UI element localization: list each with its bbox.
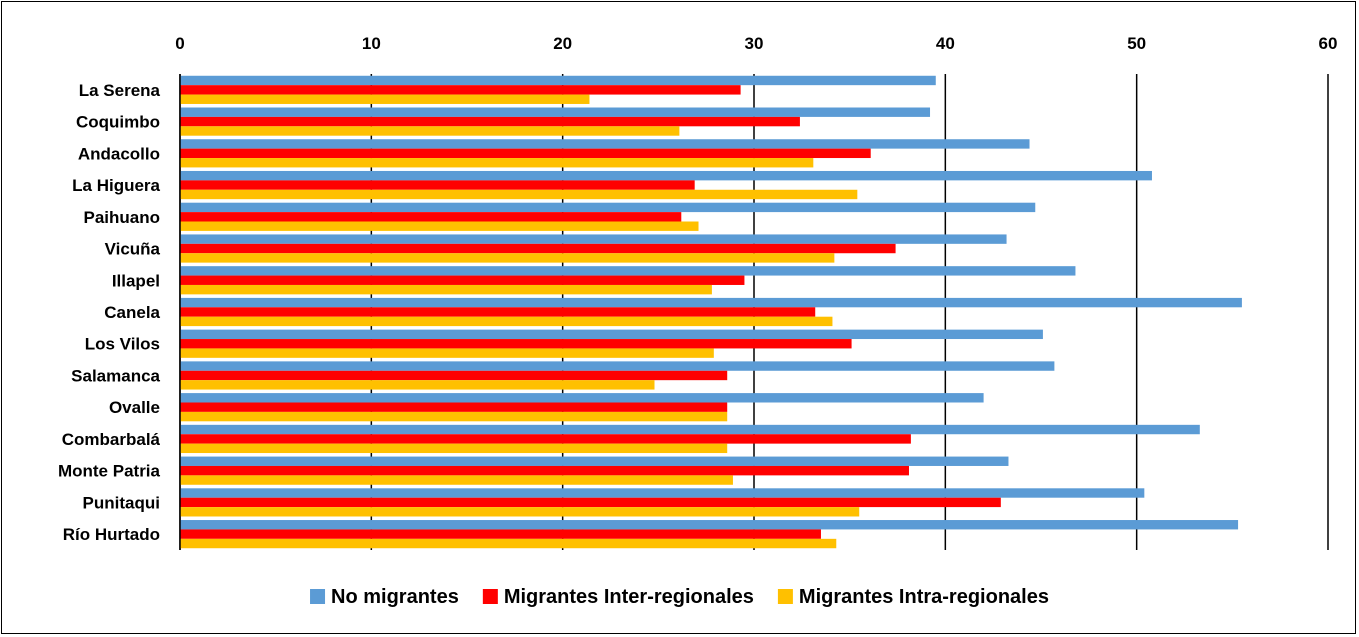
bar-no-migrantes-combarbala bbox=[180, 424, 1200, 435]
category-label-ovalle: Ovalle bbox=[109, 398, 160, 417]
bar-migrantes-inter-regionales-punitaqui bbox=[180, 497, 1001, 508]
legend-label-migrantes-inter-regionales: Migrantes Inter-regionales bbox=[504, 586, 754, 608]
bar-migrantes-intra-regionales-vicuna bbox=[180, 253, 835, 263]
legend-swatch-no-migrantes bbox=[310, 589, 326, 604]
bar-migrantes-intra-regionales-combarbala bbox=[180, 443, 728, 454]
bar-migrantes-intra-regionales-coquimbo bbox=[180, 126, 680, 136]
category-label-salamanca: Salamanca bbox=[71, 366, 160, 385]
bar-migrantes-intra-regionales-canela bbox=[180, 316, 833, 327]
category-label-la-higuera: La Higuera bbox=[72, 176, 160, 195]
bar-no-migrantes-paihuano bbox=[180, 202, 1036, 213]
bar-no-migrantes-la-serena bbox=[180, 75, 936, 86]
category-label-coquimbo: Coquimbo bbox=[76, 113, 160, 132]
bar-migrantes-inter-regionales-salamanca bbox=[180, 370, 728, 381]
bar-migrantes-inter-regionales-rio-hurtado bbox=[180, 529, 821, 539]
bar-migrantes-inter-regionales-vicuna bbox=[180, 243, 896, 254]
x-tick-label-20: 20 bbox=[553, 34, 572, 53]
bar-migrantes-intra-regionales-illapel bbox=[180, 284, 712, 295]
bar-no-migrantes-salamanca bbox=[180, 361, 1055, 371]
bar-migrantes-inter-regionales-combarbala bbox=[180, 434, 911, 444]
category-label-punitaqui: Punitaqui bbox=[83, 493, 160, 512]
bar-no-migrantes-los-vilos bbox=[180, 329, 1043, 340]
bar-migrantes-intra-regionales-la-serena bbox=[180, 94, 590, 104]
x-tick-label-50: 50 bbox=[1127, 34, 1146, 53]
category-label-paihuano: Paihuano bbox=[83, 208, 160, 227]
x-tick-label-40: 40 bbox=[936, 34, 955, 53]
bar-migrantes-inter-regionales-la-higuera bbox=[180, 180, 695, 190]
legend-label-migrantes-intra-regionales: Migrantes Intra-regionales bbox=[799, 586, 1049, 608]
bar-migrantes-intra-regionales-rio-hurtado bbox=[180, 538, 837, 549]
category-label-vicuna: Vicuña bbox=[105, 240, 161, 259]
bar-migrantes-intra-regionales-andacollo bbox=[180, 158, 814, 168]
bar-migrantes-inter-regionales-ovalle bbox=[180, 402, 728, 412]
bar-migrantes-inter-regionales-coquimbo bbox=[180, 116, 800, 127]
bar-no-migrantes-rio-hurtado bbox=[180, 520, 1239, 530]
legend-label-no-migrantes: No migrantes bbox=[331, 586, 459, 608]
bar-migrantes-intra-regionales-punitaqui bbox=[180, 507, 860, 517]
bar-migrantes-inter-regionales-monte-patria bbox=[180, 465, 909, 476]
category-label-combarbala: Combarbalá bbox=[62, 430, 161, 449]
bar-no-migrantes-illapel bbox=[180, 266, 1076, 276]
category-label-andacollo: Andacollo bbox=[78, 144, 160, 163]
bar-migrantes-intra-regionales-paihuano bbox=[180, 221, 699, 231]
bar-no-migrantes-punitaqui bbox=[180, 488, 1145, 498]
x-tick-label-60: 60 bbox=[1319, 34, 1338, 53]
legend-swatch-migrantes-inter-regionales bbox=[482, 589, 498, 604]
bar-no-migrantes-coquimbo bbox=[180, 107, 931, 117]
bar-migrantes-inter-regionales-canela bbox=[180, 307, 816, 317]
category-label-los-vilos: Los Vilos bbox=[85, 335, 160, 354]
category-label-la-serena: La Serena bbox=[79, 81, 161, 100]
x-tick-label-0: 0 bbox=[175, 34, 184, 53]
bar-no-migrantes-ovalle bbox=[180, 393, 984, 403]
category-label-illapel: Illapel bbox=[112, 271, 160, 290]
bar-migrantes-intra-regionales-la-higuera bbox=[180, 189, 858, 200]
category-label-rio-hurtado: Río Hurtado bbox=[63, 525, 160, 544]
bar-migrantes-intra-regionales-los-vilos bbox=[180, 348, 714, 358]
bar-no-migrantes-monte-patria bbox=[180, 456, 1009, 466]
bar-migrantes-inter-regionales-la-serena bbox=[180, 85, 741, 95]
legend-swatch-migrantes-intra-regionales bbox=[777, 589, 793, 604]
bar-migrantes-intra-regionales-salamanca bbox=[180, 380, 655, 390]
bar-migrantes-inter-regionales-andacollo bbox=[180, 148, 871, 159]
bar-migrantes-inter-regionales-illapel bbox=[180, 275, 745, 285]
bar-no-migrantes-la-higuera bbox=[180, 170, 1152, 181]
axes: 0 10 20 30 40 50 60 La Serena Coquimbo Andacollo L… bbox=[58, 34, 1337, 550]
bar-migrantes-intra-regionales-ovalle bbox=[180, 411, 728, 422]
bar-migrantes-inter-regionales-paihuano bbox=[180, 212, 682, 222]
bar-migrantes-intra-regionales-monte-patria bbox=[180, 475, 733, 485]
category-label-canela: Canela bbox=[104, 303, 160, 322]
bar-no-migrantes-vicuna bbox=[180, 234, 1007, 244]
category-label-monte-patria: Monte Patria bbox=[58, 462, 161, 481]
legend: No migrantes Migrantes Inter-regionales Mi… bbox=[310, 586, 1049, 608]
bar-no-migrantes-andacollo bbox=[180, 139, 1030, 149]
bars bbox=[180, 75, 1242, 549]
bar-no-migrantes-canela bbox=[180, 297, 1242, 308]
bar-migrantes-inter-regionales-los-vilos bbox=[180, 339, 852, 349]
x-tick-label-30: 30 bbox=[745, 34, 764, 53]
x-tick-label-10: 10 bbox=[362, 34, 381, 53]
